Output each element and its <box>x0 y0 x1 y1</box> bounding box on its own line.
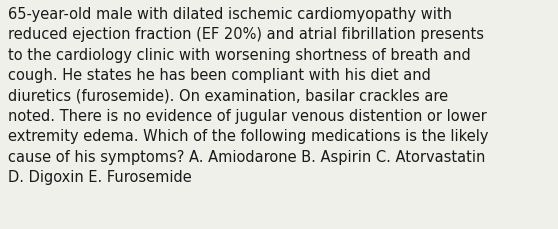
Text: 65-year-old male with dilated ischemic cardiomyopathy with
reduced ejection frac: 65-year-old male with dilated ischemic c… <box>8 7 489 184</box>
